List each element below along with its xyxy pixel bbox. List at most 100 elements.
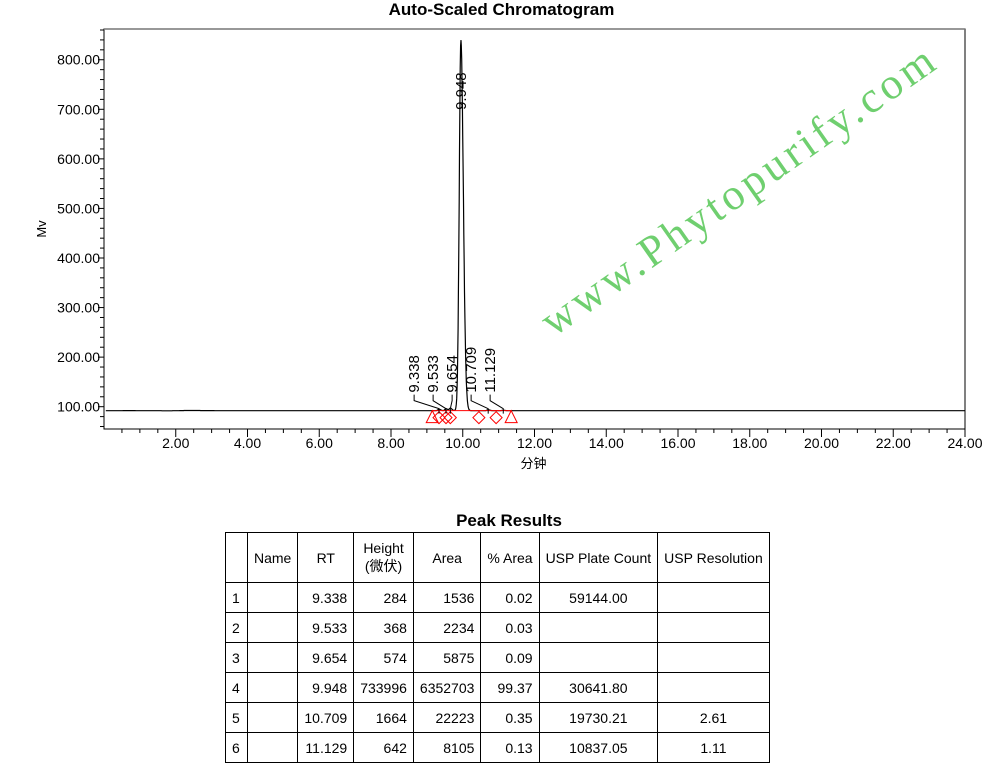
peak-label: 9.654 [444,355,461,393]
x-tick-label: 6.00 [306,435,333,451]
table-cell: 10.709 [297,702,355,733]
chromatogram-chart: 100.00 200.00 300.00 400.00 500.00 600.00 700.… [34,28,983,471]
peak-label-leader [489,394,504,414]
y-tick-label: 500.00 [57,200,100,216]
table-cell: 1 [225,582,248,613]
table-cell: 574 [353,642,414,673]
table-cell: 19730.21 [538,702,659,733]
x-tick-label: 8.00 [377,435,404,451]
peak-results-table: Name RT Height (微伏) Area% Area USP Plate Coun… [225,532,770,763]
column-header [225,532,248,583]
table-cell: 10837.05 [538,732,659,763]
y-tick-label: 400.00 [57,250,100,266]
peak-marker-diamond [472,410,486,425]
table-cell: 8105 [412,732,482,763]
x-tick-label: 22.00 [876,435,911,451]
peak-label-leader [413,394,440,414]
peak-label-leader [432,394,447,414]
table-row: 1 9.338 284 1536 0.02 59144.00 [225,582,770,613]
table-header-row: Name RT Height (微伏) Area% Area USP Plate Coun… [225,532,770,583]
y-tick-label: 600.00 [57,151,100,167]
x-tick-label: 2.00 [162,435,189,451]
y-tick-label: 700.00 [57,101,100,117]
y-tick-label: 800.00 [57,52,100,68]
column-header: USP Resolution [657,532,770,583]
table-cell [246,732,299,763]
x-tick-label: 12.00 [517,435,552,451]
peak-label: 9.533 [425,355,442,393]
table-cell: 99.37 [480,672,540,703]
table-row: 5 10.709 1664 22223 0.35 19730.21 2.61 [225,702,770,733]
table-cell: 0.03 [480,612,540,643]
chart-title: Auto-Scaled Chromatogram [388,0,615,19]
peak-label-leader [470,394,489,414]
y-tick-label: 100.00 [57,399,100,415]
table-cell [246,642,299,673]
table-cell: 2234 [412,612,482,643]
y-axis-label: Mv [34,220,49,238]
table-row: 3 9.654 574 5875 0.09 [225,642,770,673]
table-cell: 1536 [412,582,482,613]
table-cell [657,612,770,643]
table-cell: 5 [225,702,248,733]
table-cell: 642 [353,732,414,763]
table-cell: 368 [353,612,414,643]
peak-label: 9.948 [453,72,470,110]
table-cell [246,702,299,733]
chromatogram-trace [105,40,965,412]
table-cell [657,672,770,703]
peak-marker-diamond [439,410,453,425]
y-tick-label: 200.00 [57,349,100,365]
x-axis-label: 分钟 [520,456,546,471]
x-tick-label: 16.00 [660,435,695,451]
table-cell: 1664 [353,702,414,733]
table-cell [246,672,299,703]
peak-marker-triangle [504,409,518,424]
table-cell: 5875 [412,642,482,673]
table-cell: 9.948 [297,672,355,703]
table-cell: 3 [225,642,248,673]
x-tick-label: 14.00 [589,435,624,451]
table-cell: 2 [225,612,248,643]
column-header: Area [412,532,482,583]
table-cell: 22223 [412,702,482,733]
peak-label: 9.338 [406,355,423,393]
table-cell: 0.09 [480,642,540,673]
table-cell: 9.533 [297,612,355,643]
table-cell [538,612,659,643]
table-cell: 0.13 [480,732,540,763]
column-header: USP Plate Count [538,532,659,583]
column-header: Height (微伏) [353,532,414,583]
table-cell: 0.35 [480,702,540,733]
table-cell: 11.129 [297,732,355,763]
table-cell: 4 [225,672,248,703]
table-cell: 2.61 [657,702,770,733]
y-tick-label: 300.00 [57,300,100,316]
x-tick-label: 24.00 [947,435,982,451]
table-cell: 9.338 [297,582,355,613]
peak-marker-triangle [425,409,440,424]
plot-frame [103,28,966,430]
table-cell: 9.654 [297,642,355,673]
peak-marker-diamond [443,410,458,425]
table-cell: 59144.00 [538,582,659,613]
column-header: Name [246,532,299,583]
peak-label: 11.129 [482,348,499,393]
table-row: 4 9.948 733996 6352703 99.37 30641.80 [225,672,770,703]
table-cell [246,582,299,613]
table-cell [538,642,659,673]
table-cell [246,612,299,643]
x-tick-label: 20.00 [804,435,839,451]
x-tick-label: 4.00 [234,435,261,451]
table-row: 6 11.129 642 8105 0.13 10837.05 1.11 [225,732,770,763]
table-cell: 0.02 [480,582,540,613]
column-header: % Area [480,532,540,583]
table-title: Peak Results [456,511,562,530]
x-tick-label: 10.00 [445,435,480,451]
table-cell: 1.11 [657,732,770,763]
table-cell: 6 [225,732,248,763]
peak-label: 10.709 [463,347,480,393]
column-header: RT [297,532,355,583]
table-cell: 284 [353,582,414,613]
table-row: 2 9.533 368 2234 0.03 [225,612,770,643]
